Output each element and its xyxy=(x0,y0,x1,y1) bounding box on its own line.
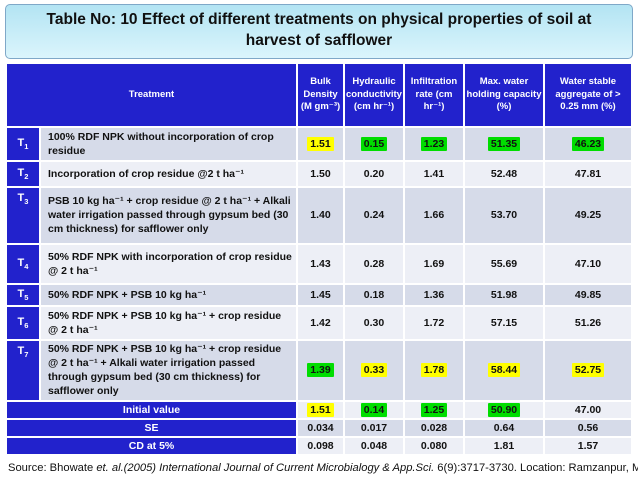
value-cell: 55.69 xyxy=(465,244,543,283)
value-cell: 47.10 xyxy=(545,244,631,283)
table-row-t6: T6 50% RDF NPK + PSB 10 kg ha⁻¹ + crop r… xyxy=(7,306,631,339)
value-cell: 1.23 xyxy=(405,127,463,160)
treatment-text: 100% RDF NPK without incorporation of cr… xyxy=(41,127,296,160)
value-cell: 51.35 xyxy=(465,127,543,160)
table-row-t5: T5 50% RDF NPK + PSB 10 kg ha⁻¹ 1.45 0.1… xyxy=(7,284,631,305)
value-cell: 0.14 xyxy=(345,401,403,418)
col-header-max-water-holding: Max. water holding capacity (%) xyxy=(465,63,543,126)
treatment-text: 50% RDF NPK + PSB 10 kg ha⁻¹ xyxy=(41,284,296,305)
source-prefix: Source: Bhowate xyxy=(8,462,97,474)
col-header-treatment: Treatment xyxy=(7,63,296,126)
value-cell: 49.85 xyxy=(545,284,631,305)
table-row-t1: T1 100% RDF NPK without incorporation of… xyxy=(7,127,631,160)
treatment-text: 50% RDF NPK with incorporation of crop r… xyxy=(41,244,296,283)
value-cell: 0.098 xyxy=(298,437,343,454)
treatment-label-t5: T5 xyxy=(7,284,39,305)
source-journal: et. al.(2005) International Journal of C… xyxy=(96,462,435,474)
summary-label-se: SE xyxy=(7,419,296,436)
treatment-label-t1: T1 xyxy=(7,127,39,160)
value-cell: 1.45 xyxy=(298,284,343,305)
value-cell: 49.25 xyxy=(545,187,631,243)
value-cell: 1.51 xyxy=(298,401,343,418)
value-cell: 1.25 xyxy=(405,401,463,418)
value-cell: 1.40 xyxy=(298,187,343,243)
value-cell: 1.50 xyxy=(298,161,343,186)
value-cell: 0.64 xyxy=(465,419,543,436)
value-cell: 0.080 xyxy=(405,437,463,454)
table-row-t4: T4 50% RDF NPK with incorporation of cro… xyxy=(7,244,631,283)
treatment-label-t3: T3 xyxy=(7,187,39,243)
value-cell: 0.028 xyxy=(405,419,463,436)
soil-properties-table: Treatment Bulk Density (M gm⁻³) Hydrauli… xyxy=(5,62,633,456)
value-cell: 1.36 xyxy=(405,284,463,305)
source-citation: Source: Bhowate et. al.(2005) Internatio… xyxy=(8,462,638,474)
value-cell: 0.28 xyxy=(345,244,403,283)
value-cell: 47.81 xyxy=(545,161,631,186)
value-cell: 1.72 xyxy=(405,306,463,339)
value-cell: 57.15 xyxy=(465,306,543,339)
value-cell: 51.98 xyxy=(465,284,543,305)
table-row-se: SE 0.034 0.017 0.028 0.64 0.56 xyxy=(7,419,631,436)
col-header-infiltration-rate: Infiltration rate (cm hr⁻¹) xyxy=(405,63,463,126)
value-cell: 1.41 xyxy=(405,161,463,186)
value-cell: 0.33 xyxy=(345,340,403,400)
value-cell: 0.034 xyxy=(298,419,343,436)
value-cell: 58.44 xyxy=(465,340,543,400)
value-cell: 0.15 xyxy=(345,127,403,160)
value-cell: 1.43 xyxy=(298,244,343,283)
treatment-label-t7: T7 xyxy=(7,340,39,400)
table-row-t3: T3 PSB 10 kg ha⁻¹ + crop residue @ 2 t h… xyxy=(7,187,631,243)
value-cell: 1.51 xyxy=(298,127,343,160)
value-cell: 0.56 xyxy=(545,419,631,436)
value-cell: 47.00 xyxy=(545,401,631,418)
summary-label-cd: CD at 5% xyxy=(7,437,296,454)
col-header-water-stable-aggregate: Water stable aggregate of > 0.25 mm (%) xyxy=(545,63,631,126)
value-cell: 1.42 xyxy=(298,306,343,339)
table-row-t7: T7 50% RDF NPK + PSB 10 kg ha⁻¹ + crop r… xyxy=(7,340,631,400)
value-cell: 0.24 xyxy=(345,187,403,243)
value-cell: 0.18 xyxy=(345,284,403,305)
treatment-text: PSB 10 kg ha⁻¹ + crop residue @ 2 t ha⁻¹… xyxy=(41,187,296,243)
source-suffix: 6(9):3717-3730. Location: Ramzanpur, M.H… xyxy=(434,462,638,474)
treatment-text: 50% RDF NPK + PSB 10 kg ha⁻¹ + crop resi… xyxy=(41,306,296,339)
value-cell: 1.57 xyxy=(545,437,631,454)
treatment-text: Incorporation of crop residue @2 t ha⁻¹ xyxy=(41,161,296,186)
slide-title: Table No: 10 Effect of different treatme… xyxy=(5,4,633,59)
value-cell: 51.26 xyxy=(545,306,631,339)
col-header-bulk-density: Bulk Density (M gm⁻³) xyxy=(298,63,343,126)
value-cell: 0.017 xyxy=(345,419,403,436)
value-cell: 52.48 xyxy=(465,161,543,186)
table-row-t2: T2 Incorporation of crop residue @2 t ha… xyxy=(7,161,631,186)
value-cell: 1.81 xyxy=(465,437,543,454)
value-cell: 50.90 xyxy=(465,401,543,418)
treatment-label-t6: T6 xyxy=(7,306,39,339)
value-cell: 52.75 xyxy=(545,340,631,400)
value-cell: 0.30 xyxy=(345,306,403,339)
value-cell: 1.78 xyxy=(405,340,463,400)
col-header-hydraulic-conductivity: Hydraulic conductivity (cm hr⁻¹) xyxy=(345,63,403,126)
table-row-initial-value: Initial value 1.51 0.14 1.25 50.90 47.00 xyxy=(7,401,631,418)
value-cell: 46.23 xyxy=(545,127,631,160)
treatment-label-t2: T2 xyxy=(7,161,39,186)
value-cell: 1.39 xyxy=(298,340,343,400)
treatment-text: 50% RDF NPK + PSB 10 kg ha⁻¹ + crop resi… xyxy=(41,340,296,400)
table-header-row: Treatment Bulk Density (M gm⁻³) Hydrauli… xyxy=(7,63,631,126)
value-cell: 53.70 xyxy=(465,187,543,243)
value-cell: 1.66 xyxy=(405,187,463,243)
value-cell: 0.048 xyxy=(345,437,403,454)
treatment-label-t4: T4 xyxy=(7,244,39,283)
value-cell: 1.69 xyxy=(405,244,463,283)
summary-label-initial-value: Initial value xyxy=(7,401,296,418)
table-row-cd-at-5pct: CD at 5% 0.098 0.048 0.080 1.81 1.57 xyxy=(7,437,631,454)
value-cell: 0.20 xyxy=(345,161,403,186)
